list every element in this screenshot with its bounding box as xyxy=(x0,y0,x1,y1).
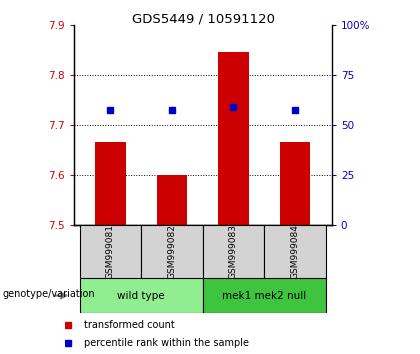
Text: GSM999084: GSM999084 xyxy=(290,224,299,279)
Bar xyxy=(203,225,264,278)
Bar xyxy=(141,225,203,278)
Text: wild type: wild type xyxy=(117,291,165,301)
Bar xyxy=(218,52,249,225)
Bar xyxy=(203,278,326,313)
Text: GSM999081: GSM999081 xyxy=(106,224,115,279)
Text: GSM999082: GSM999082 xyxy=(168,224,176,279)
Bar xyxy=(80,225,141,278)
Text: transformed count: transformed count xyxy=(84,320,175,330)
Bar xyxy=(80,278,203,313)
Text: percentile rank within the sample: percentile rank within the sample xyxy=(84,338,249,348)
Bar xyxy=(264,225,326,278)
Text: GDS5449 / 10591120: GDS5449 / 10591120 xyxy=(132,12,275,25)
Bar xyxy=(157,175,187,225)
Bar xyxy=(95,142,126,225)
Text: GSM999083: GSM999083 xyxy=(229,224,238,279)
Text: mek1 mek2 null: mek1 mek2 null xyxy=(222,291,306,301)
Text: genotype/variation: genotype/variation xyxy=(2,289,95,299)
Bar xyxy=(280,142,310,225)
